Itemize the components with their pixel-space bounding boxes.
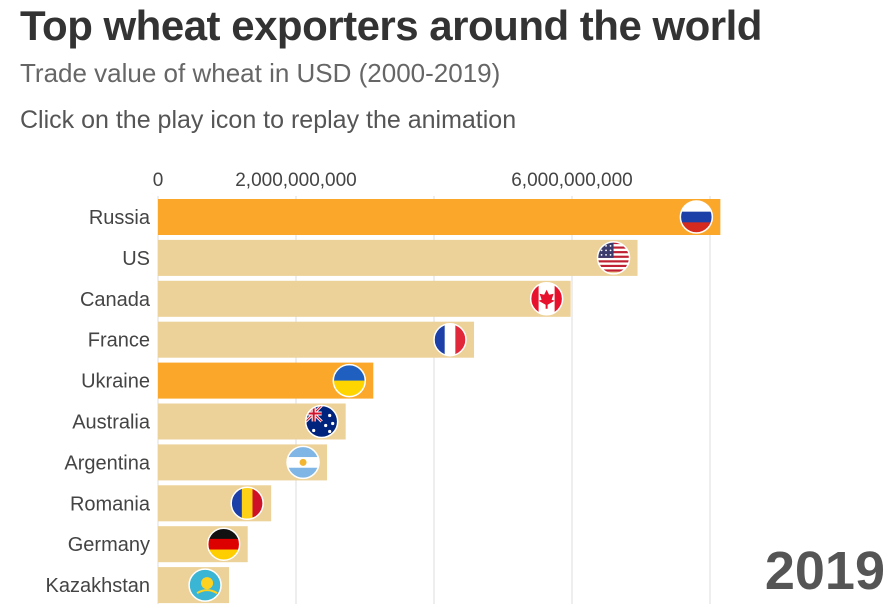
canada-flag-icon xyxy=(530,282,563,315)
australia-flag-icon xyxy=(305,405,338,438)
russia-flag-icon xyxy=(680,201,713,233)
category-label: Argentina xyxy=(64,452,150,474)
romania-flag-icon xyxy=(231,487,264,520)
bar-canada xyxy=(158,280,571,317)
category-label: Romania xyxy=(70,493,151,515)
x-tick-label: 0 xyxy=(153,170,164,191)
germany-flag-icon xyxy=(207,528,240,561)
bar-us xyxy=(158,239,638,276)
category-label: Germany xyxy=(68,534,150,556)
argentina-flag-icon xyxy=(287,446,320,479)
chart-title: Top wheat exporters around the world xyxy=(20,2,762,49)
france-flag-icon xyxy=(434,323,467,356)
category-label: Kazakhstan xyxy=(45,575,150,597)
x-tick-label: 2,000,000,000 xyxy=(235,170,357,191)
replay-instruction: Click on the play icon to replay the ani… xyxy=(20,106,517,134)
category-label: Australia xyxy=(72,412,151,434)
category-label: US xyxy=(122,248,150,270)
category-label: France xyxy=(88,330,150,352)
kazakhstan-flag-icon xyxy=(189,569,222,602)
category-label: Ukraine xyxy=(81,371,150,393)
chart-subtitle: Trade value of wheat in USD (2000-2019) xyxy=(20,58,501,88)
category-label: Canada xyxy=(80,289,151,311)
ukraine-flag-icon xyxy=(333,364,366,397)
x-tick-label: 6,000,000,000 xyxy=(511,170,633,191)
bar-france xyxy=(158,321,475,358)
category-label: Russia xyxy=(89,207,151,229)
bar-russia xyxy=(158,199,721,235)
year-label: 2019 xyxy=(764,541,885,601)
